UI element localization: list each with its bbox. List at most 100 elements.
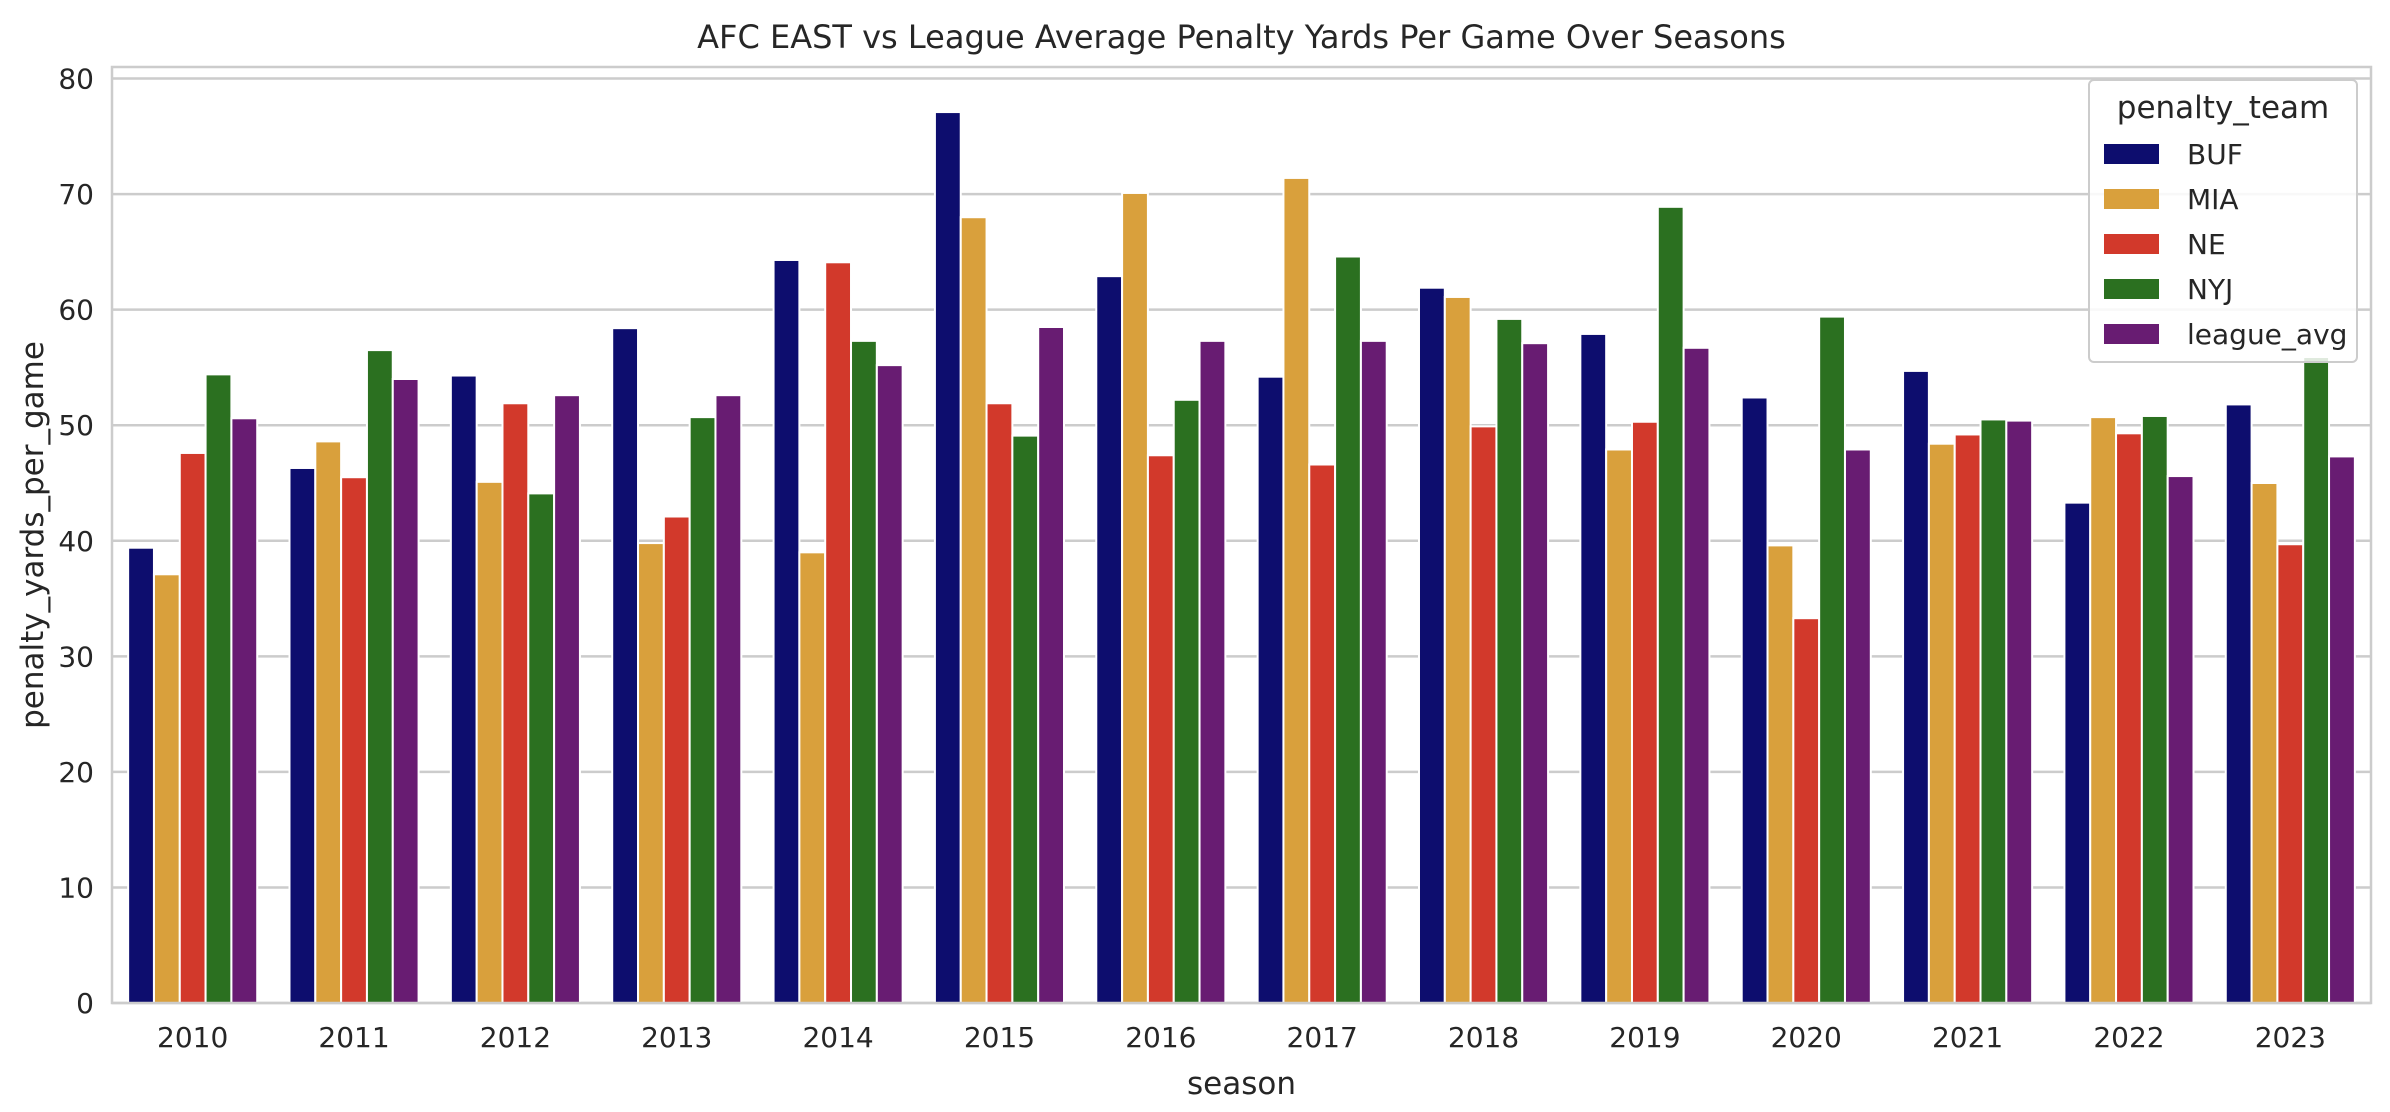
bar-NYJ-2013 [688,416,717,1004]
bar-NYJ-2011 [365,349,394,1005]
legend-label-NE: NE [2187,228,2226,261]
bar-MIA-2010 [152,573,181,1004]
x-tick-label: 2011 [318,1021,389,1054]
x-tick-label: 2013 [641,1021,712,1054]
bar-league-avg-2019 [1682,346,1711,1004]
bar-NE-2015 [985,402,1014,1004]
bar-league-avg-2015 [1037,326,1066,1004]
legend-label-BUF: BUF [2187,138,2243,171]
bar-MIA-2017 [1282,176,1311,1004]
legend-swatch-BUF [2104,144,2159,164]
x-tick-labels: 2010 2011 2012 2013 2014 2015 2016 2017 2018 2019… [157,1021,2326,1054]
bar-NE-2018 [1469,425,1498,1004]
x-tick-label: 2019 [1609,1021,1680,1054]
bar-MIA-2016 [1121,191,1149,1004]
bar-NYJ-2023 [2302,356,2331,1004]
x-axis-label: season [1187,1066,1296,1102]
x-tick-label: 2020 [1771,1021,1842,1054]
bar-league-avg-2011 [391,378,420,1004]
bar-NE-2010 [178,451,207,1004]
bar-BUF-2012 [449,374,478,1004]
x-tick-label: 2022 [2093,1021,2164,1054]
bar-NYJ-2010 [204,373,233,1004]
bar-MIA-2020 [1766,544,1795,1005]
bar-NE-2016 [1146,454,1175,1004]
y-tick-label: 10 [58,871,94,904]
y-tick-label: 0 [76,987,94,1020]
legend-label-NYJ: NYJ [2187,273,2233,306]
legend-swatch-NYJ [2104,279,2159,299]
bar-NE-2012 [501,402,530,1004]
bar-BUF-2011 [288,466,317,1004]
bar-league-avg-2017 [1359,339,1388,1005]
bar-MIA-2023 [2250,482,2279,1004]
bar-NE-2021 [1953,433,1982,1004]
bar-BUF-2019 [1579,332,1608,1004]
bar-NE-2011 [340,476,368,1004]
bar-league-avg-2022 [2166,475,2195,1005]
bar-league-avg-2014 [875,364,904,1004]
bar-BUF-2014 [772,258,801,1004]
bars [127,111,2356,1005]
bar-BUF-2016 [1095,275,1124,1004]
bar-NYJ-2015 [1011,434,1040,1005]
bar-NE-2020 [1792,617,1821,1004]
x-tick-label: 2021 [1932,1021,2003,1054]
bar-MIA-2018 [1443,295,1472,1004]
bar-league-avg-2012 [553,394,581,1004]
x-tick-label: 2023 [2255,1021,2326,1054]
bar-BUF-2020 [1740,396,1769,1004]
bar-NYJ-2016 [1172,398,1201,1004]
bar-BUF-2021 [1902,369,1930,1004]
legend-label-MIA: MIA [2187,183,2239,216]
bar-MIA-2012 [475,480,504,1005]
bar-league-avg-2020 [1843,448,1872,1004]
x-tick-label: 2017 [1287,1021,1358,1054]
x-tick-label: 2015 [964,1021,1035,1054]
x-tick-label: 2012 [480,1021,551,1054]
bar-MIA-2013 [637,542,665,1004]
bar-NE-2014 [824,261,853,1004]
bar-league-avg-2018 [1521,342,1550,1004]
bar-BUF-2013 [611,327,640,1004]
bar-NE-2022 [2115,432,2143,1004]
bar-league-avg-2021 [2005,419,2034,1005]
bar-NYJ-2019 [1656,205,1685,1005]
y-tick-label: 70 [58,178,94,211]
y-tick-label: 20 [58,756,94,789]
bar-league-avg-2013 [714,394,743,1004]
bar-BUF-2010 [127,546,155,1004]
legend-items: BUF MIA NE NYJ league_avg [2104,138,2347,351]
y-tick-label: 80 [58,63,94,96]
y-tick-label: 30 [58,640,94,673]
x-tick-label: 2010 [157,1021,228,1054]
bar-NE-2019 [1630,420,1659,1004]
bar-NE-2013 [662,515,691,1004]
bar-NYJ-2020 [1818,315,1846,1005]
bar-league-avg-2023 [2328,455,2356,1004]
bar-MIA-2015 [959,216,988,1004]
bar-NE-2023 [2276,543,2305,1004]
bar-NYJ-2022 [2140,414,2169,1004]
y-tick-label: 40 [58,525,94,558]
y-tick-labels: 0 10 20 30 40 50 60 70 80 [58,63,94,1020]
bar-MIA-2022 [2089,416,2118,1004]
x-tick-label: 2018 [1448,1021,1519,1054]
bar-NYJ-2018 [1495,317,1524,1004]
chart-title: AFC EAST vs League Average Penalty Yards… [697,18,1786,56]
bar-NYJ-2012 [527,492,556,1004]
legend-swatch-MIA [2104,189,2159,209]
legend-title: penalty_team [2117,90,2329,126]
bar-BUF-2015 [933,111,962,1005]
bar-NYJ-2021 [1979,418,2008,1004]
legend: penalty_team BUF MIA NE NYJ league_avg [2088,79,2358,363]
bar-MIA-2019 [1605,448,1633,1004]
x-tick-label: 2016 [1125,1021,1196,1054]
bar-NE-2017 [1308,463,1337,1004]
bar-league-avg-2016 [1198,339,1227,1005]
bar-MIA-2011 [314,440,343,1004]
x-tick-label: 2014 [802,1021,873,1054]
bar-MIA-2021 [1927,442,1956,1004]
